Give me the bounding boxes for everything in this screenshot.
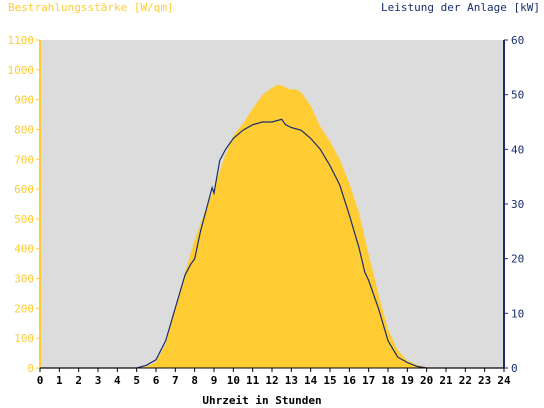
left-axis-title: Bestrahlungsstärke [W/qm] xyxy=(8,1,174,14)
y-right-tick-label: 30 xyxy=(511,198,524,211)
x-tick-label: 0 xyxy=(37,374,44,387)
y-left-tick-label: 400 xyxy=(14,243,34,256)
x-tick-label: 12 xyxy=(265,374,278,387)
x-tick-label: 13 xyxy=(285,374,298,387)
y-right-tick-label: 60 xyxy=(511,34,524,47)
y-left-tick-label: 1000 xyxy=(8,64,35,77)
y-left-tick-label: 600 xyxy=(14,183,34,196)
x-tick-label: 2 xyxy=(75,374,82,387)
y-left-tick-label: 300 xyxy=(14,273,34,286)
x-tick-label: 24 xyxy=(497,374,511,387)
y-left-tick-label: 800 xyxy=(14,123,34,136)
x-tick-label: 10 xyxy=(227,374,240,387)
x-tick-label: 11 xyxy=(246,374,260,387)
x-tick-label: 14 xyxy=(304,374,318,387)
x-tick-label: 21 xyxy=(439,374,453,387)
x-tick-label: 8 xyxy=(191,374,198,387)
x-tick-label: 22 xyxy=(459,374,472,387)
y-right-tick-label: 10 xyxy=(511,307,524,320)
y-left-tick-label: 0 xyxy=(27,362,34,375)
right-axis-title: Leistung der Anlage [kW] xyxy=(381,1,540,14)
x-tick-label: 9 xyxy=(211,374,218,387)
x-tick-label: 20 xyxy=(420,374,433,387)
x-tick-label: 3 xyxy=(95,374,102,387)
x-tick-label: 18 xyxy=(381,374,394,387)
x-tick-label: 23 xyxy=(478,374,491,387)
x-tick-label: 7 xyxy=(172,374,179,387)
x-axis-title: Uhrzeit in Stunden xyxy=(202,394,321,407)
y-right-tick-label: 0 xyxy=(511,362,518,375)
y-left-tick-label: 900 xyxy=(14,94,34,107)
x-tick-label: 17 xyxy=(362,374,375,387)
x-tick-label: 6 xyxy=(153,374,160,387)
x-tick-label: 1 xyxy=(56,374,63,387)
x-tick-label: 4 xyxy=(114,374,121,387)
y-right-tick-label: 50 xyxy=(511,89,524,102)
y-right-tick-label: 20 xyxy=(511,253,524,266)
irradiance-area xyxy=(40,84,504,368)
power-line xyxy=(40,118,504,369)
x-tick-label: 16 xyxy=(343,374,357,387)
x-tick-label: 5 xyxy=(133,374,140,387)
x-tick-label: 15 xyxy=(323,374,336,387)
y-left-tick-label: 700 xyxy=(14,153,34,166)
x-tick-label: 19 xyxy=(401,374,414,387)
y-left-tick-label: 200 xyxy=(14,302,34,315)
y-right-tick-label: 40 xyxy=(511,143,524,156)
y-left-tick-label: 500 xyxy=(14,213,34,226)
y-left-tick-label: 1100 xyxy=(8,34,35,47)
y-left-tick-label: 100 xyxy=(14,332,34,345)
